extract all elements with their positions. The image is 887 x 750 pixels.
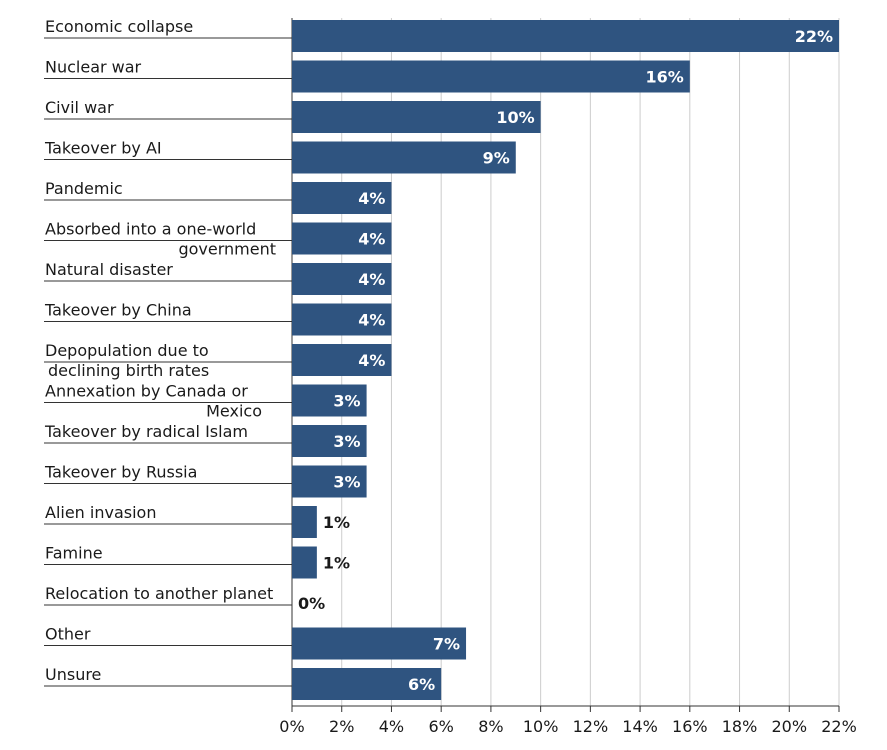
- bars: [292, 20, 839, 700]
- category-rules: [44, 37, 292, 687]
- x-tick-label: 0%: [279, 717, 304, 736]
- category-label: Takeover by AI: [44, 139, 162, 158]
- bar: [292, 141, 516, 174]
- bar: [292, 101, 541, 133]
- bar: [292, 384, 367, 417]
- value-label: 6%: [408, 675, 435, 694]
- value-label: 1%: [323, 554, 350, 573]
- x-tick-label: 10%: [523, 717, 559, 736]
- category-label: Relocation to another planet: [45, 584, 273, 603]
- value-label: 4%: [358, 270, 385, 289]
- value-label: 4%: [358, 311, 385, 330]
- x-tick-label: 6%: [428, 717, 453, 736]
- category-label: Annexation by Canada or: [45, 382, 248, 401]
- bar: [292, 344, 392, 376]
- x-tick-label: 12%: [573, 717, 609, 736]
- value-label: 7%: [433, 635, 460, 654]
- value-label: 22%: [795, 27, 833, 46]
- category-label: Takeover by radical Islam: [44, 422, 248, 441]
- category-label-line2: government: [178, 240, 276, 259]
- x-tick-label: 14%: [622, 717, 658, 736]
- value-label: 3%: [333, 392, 360, 411]
- value-label: 4%: [358, 351, 385, 370]
- category-label: Other: [45, 625, 91, 644]
- category-label: Unsure: [45, 665, 101, 684]
- bar: [292, 222, 392, 255]
- value-label: 3%: [333, 473, 360, 492]
- bar: [292, 668, 442, 700]
- x-axis-ticks: 0% 2% 4% 6% 8% 10% 12% 14% 16% 18% 20% 22%: [279, 705, 857, 736]
- value-labels: 22% 16% 10% 9% 4% 4% 4% 4% 4% 3% 3% 3% 1% 1% 0% 7% 6%: [298, 27, 833, 694]
- value-label: 0%: [298, 594, 325, 613]
- category-labels: Economic collapse Nuclear war Civil war Tak…: [44, 17, 276, 684]
- value-label: 9%: [483, 149, 510, 168]
- category-label: Pandemic: [45, 179, 123, 198]
- category-label: Takeover by China: [44, 301, 192, 320]
- category-label: Takeover by Russia: [44, 463, 197, 482]
- category-label: Civil war: [45, 98, 114, 117]
- category-label: Famine: [45, 544, 103, 563]
- value-label: 4%: [358, 230, 385, 249]
- x-tick-label: 16%: [672, 717, 708, 736]
- category-label-line2: declining birth rates: [48, 361, 209, 380]
- x-tick-label: 18%: [722, 717, 758, 736]
- category-label: Nuclear war: [45, 58, 142, 77]
- value-label: 1%: [323, 513, 350, 532]
- value-label: 10%: [496, 108, 534, 127]
- bar: [292, 182, 392, 214]
- category-label-line2: Mexico: [206, 402, 262, 421]
- value-label: 3%: [333, 432, 360, 451]
- value-label: 4%: [358, 189, 385, 208]
- category-label: Economic collapse: [45, 17, 193, 36]
- x-tick-label: 22%: [821, 717, 857, 736]
- x-tick-label: 4%: [379, 717, 404, 736]
- bar: [292, 465, 367, 498]
- x-tick-label: 20%: [771, 717, 807, 736]
- bar: [292, 263, 392, 295]
- category-label: Absorbed into a one-world: [45, 220, 256, 239]
- bar: [292, 20, 839, 52]
- bar: [292, 627, 467, 660]
- bar: [292, 546, 317, 579]
- bar: [292, 60, 690, 93]
- bar: [292, 303, 392, 336]
- bar: [292, 506, 317, 538]
- category-label: Depopulation due to: [45, 341, 209, 360]
- category-label: Alien invasion: [45, 503, 156, 522]
- value-label: 16%: [646, 68, 684, 87]
- category-label: Natural disaster: [45, 260, 173, 279]
- bar: [292, 425, 367, 457]
- x-tick-label: 2%: [329, 717, 354, 736]
- x-tick-label: 8%: [478, 717, 503, 736]
